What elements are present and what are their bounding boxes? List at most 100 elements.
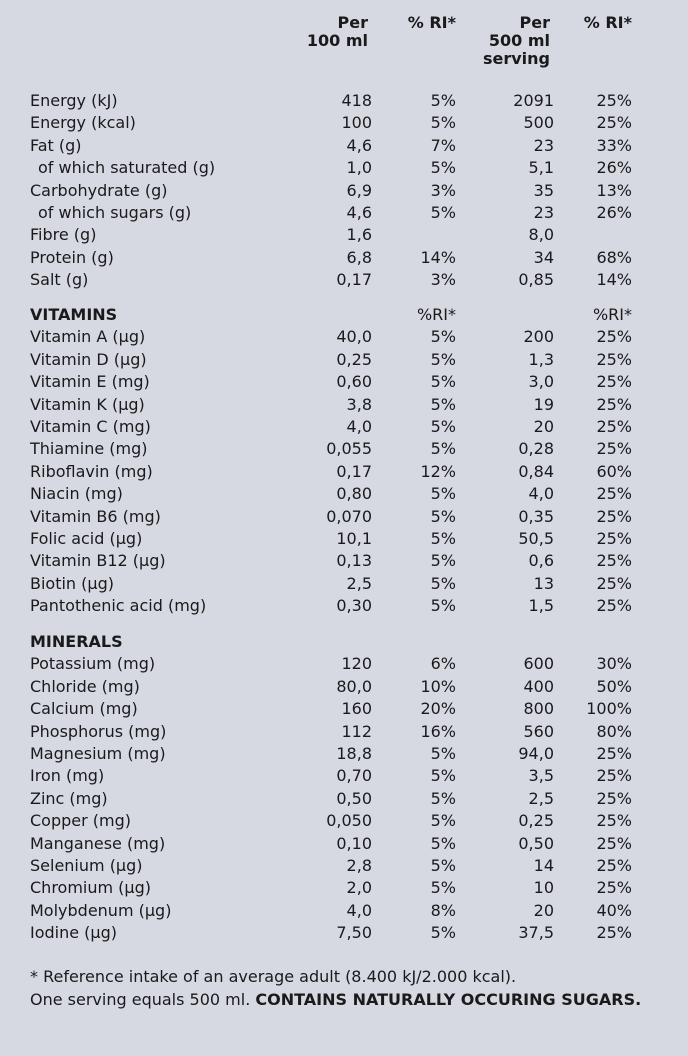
vitamin-row: Niacin (mg) 0,80 5% 4,0 25% [30, 483, 638, 505]
cell-r1: 5% [430, 856, 456, 875]
header-ri-100ml: % RI* [407, 13, 456, 32]
cell-r2: 100% [586, 699, 632, 719]
nutrition-row: Carbohydrate (g) 6,9 3% 35 13% [30, 180, 638, 202]
nutrition-row: Energy (kcal) 100 5% 500 25% [30, 112, 638, 134]
cell-name: Vitamin K (µg) [30, 394, 145, 414]
vitamin-row: Vitamin C (mg) 4,0 5% 20 25% [30, 416, 638, 438]
cell-name: Phosphorus (mg) [30, 721, 167, 741]
cell-v1: 4,0 [346, 900, 372, 920]
cell-v1: 418 [341, 91, 372, 110]
vitamin-row: Thiamine (mg) 0,055 5% 0,28 25% [30, 438, 638, 460]
cell-r2: 25% [596, 833, 632, 853]
vitamin-row: Vitamin D (µg) 0,25 5% 1,3 25% [30, 349, 638, 371]
vitamin-row: Vitamin B12 (µg) 0,13 5% 0,6 25% [30, 550, 638, 572]
cell-v1: 0,10 [336, 833, 372, 853]
mineral-row: Potassium (mg) 120 6% 600 30% [30, 653, 638, 675]
cell-r2: 26% [596, 158, 632, 178]
cell-r1: 5% [430, 744, 456, 763]
cell-name: Zinc (mg) [30, 788, 108, 808]
cell-v1: 0,17 [336, 270, 372, 290]
cell-r1: 5% [430, 878, 456, 898]
cell-v1: 120 [341, 654, 372, 674]
cell-r1: 5% [430, 551, 456, 571]
cell-v2: 20 [533, 417, 554, 436]
cell-name: Iodine (µg) [30, 923, 117, 943]
cell-v1: 1,6 [346, 225, 372, 245]
vitamin-row: Vitamin K (µg) 3,8 5% 19 25% [30, 394, 638, 416]
cell-r1: 3% [430, 180, 456, 200]
cell-r1: 10% [420, 676, 456, 696]
cell-v2: 0,25 [518, 811, 554, 831]
header-per-500ml: Per 500 ml serving [482, 13, 550, 68]
cell-r2: 25% [596, 923, 632, 943]
cell-r2: 25% [596, 394, 632, 414]
cell-v1: 6,9 [346, 180, 372, 200]
cell-name: Potassium (mg) [30, 654, 156, 674]
cell-r1: 5% [430, 417, 456, 436]
nutrition-row: Fibre (g) 1,6 8,0 [30, 224, 638, 246]
cell-r2: 25% [596, 327, 632, 347]
vitamin-row: Riboflavin (mg) 0,17 12% 0,84 60% [30, 461, 638, 483]
cell-r2: 25% [596, 788, 632, 808]
cell-r1: 5% [430, 484, 456, 504]
cell-v2: 0,6 [528, 551, 554, 571]
cell-v2: 0,50 [518, 833, 554, 853]
cell-r1: 5% [430, 372, 456, 392]
cell-name: Pantothenic acid (mg) [30, 596, 207, 616]
cell-v1: 4,6 [346, 203, 372, 222]
cell-v2: 19 [533, 394, 554, 414]
cell-name: Copper (mg) [30, 811, 132, 831]
cell-name: Vitamin C (mg) [30, 417, 151, 436]
cell-v2: 1,3 [528, 349, 554, 369]
cell-v1: 18,8 [336, 744, 372, 763]
cell-r1: 5% [430, 529, 456, 548]
cell-r1: 5% [430, 203, 456, 222]
cell-name: of which saturated (g) [38, 158, 216, 178]
cell-v1: 0,80 [336, 484, 372, 504]
cell-r1: 14% [420, 247, 456, 267]
cell-v2: 23 [533, 135, 554, 155]
cell-v1: 0,17 [336, 461, 372, 481]
cell-r2: 25% [596, 506, 632, 526]
cell-name: Manganese (mg) [30, 833, 166, 853]
cell-name: Vitamin A (µg) [30, 327, 146, 347]
vitamin-row: Vitamin E (mg) 0,60 5% 3,0 25% [30, 371, 638, 393]
cell-r1: 7% [430, 135, 456, 155]
cell-name: Selenium (µg) [30, 856, 143, 875]
cell-v2: 50,5 [518, 529, 554, 548]
cell-r2: 25% [596, 596, 632, 616]
cell-r2: 14% [596, 270, 632, 290]
vitamin-row: Vitamin A (µg) 40,0 5% 200 25% [30, 326, 638, 348]
cell-v1: 1,0 [346, 158, 372, 178]
mineral-row: Chromium (µg) 2,0 5% 10 25% [30, 877, 638, 899]
cell-name: Vitamin B6 (mg) [30, 506, 161, 526]
cell-r1: 3% [430, 270, 456, 290]
cell-v2: 94,0 [518, 744, 554, 763]
nutrition-row: Protein (g) 6,8 14% 34 68% [30, 247, 638, 269]
cell-name: Salt (g) [30, 270, 89, 290]
cell-v2: 2091 [513, 91, 554, 110]
cell-v2: 13 [533, 573, 554, 593]
cell-name: Protein (g) [30, 247, 114, 267]
cell-v1: 2,5 [346, 573, 372, 593]
cell-v1: 0,050 [326, 811, 372, 831]
cell-v2: 400 [523, 676, 554, 696]
cell-v2: 14 [533, 856, 554, 875]
cell-r2: 80% [596, 721, 632, 741]
cell-r1: 5% [430, 113, 456, 133]
cell-r2: 33% [596, 135, 632, 155]
cell-v2: 560 [523, 721, 554, 741]
cell-v2: 800 [523, 699, 554, 719]
cell-r1: 5% [430, 788, 456, 808]
mineral-row: Phosphorus (mg) 112 16% 560 80% [30, 721, 638, 743]
minerals-section-header: MINERALS [30, 631, 638, 653]
vitamin-row: Pantothenic acid (mg) 0,30 5% 1,5 25% [30, 595, 638, 617]
cell-r2: 25% [596, 439, 632, 459]
nutrition-row: of which sugars (g) 4,6 5% 23 26% [30, 202, 638, 224]
mineral-row: Selenium (µg) 2,8 5% 14 25% [30, 855, 638, 877]
cell-r1: 5% [430, 573, 456, 593]
cell-r1: 12% [420, 461, 456, 481]
mineral-row: Calcium (mg) 160 20% 800 100% [30, 698, 638, 720]
cell-r2: 25% [596, 766, 632, 786]
cell-r2: 50% [596, 676, 632, 696]
